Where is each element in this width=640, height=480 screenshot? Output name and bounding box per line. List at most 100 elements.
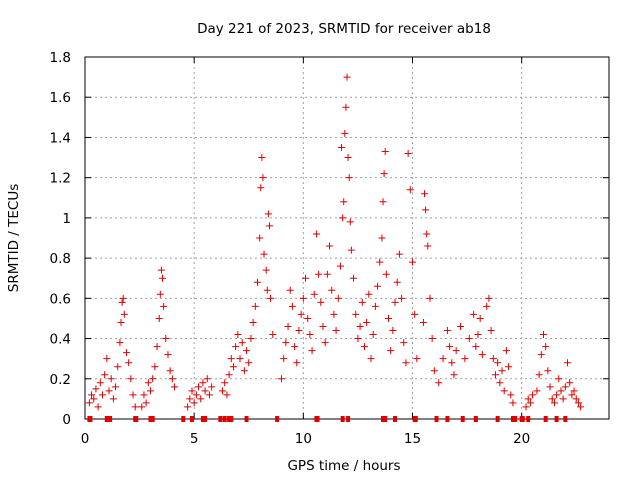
data-point — [379, 198, 387, 206]
data-point-zero — [150, 416, 155, 422]
data-point — [546, 383, 554, 391]
data-point — [332, 327, 340, 335]
y-tick-label: 1.8 — [50, 50, 71, 66]
data-point — [557, 387, 565, 395]
data-point — [144, 379, 152, 387]
data-point — [249, 318, 257, 326]
data-point — [424, 242, 432, 250]
data-point — [566, 379, 574, 387]
data-point — [561, 383, 569, 391]
data-point-zero — [413, 416, 418, 422]
data-point — [502, 347, 510, 355]
y-tick-label: 1.6 — [50, 90, 71, 106]
data-point — [147, 387, 154, 395]
data-point — [358, 298, 366, 306]
data-point — [526, 399, 534, 407]
data-point — [323, 270, 331, 278]
data-point — [395, 250, 403, 258]
data-point-zero — [222, 416, 227, 422]
data-point — [489, 355, 497, 363]
data-point — [140, 391, 148, 399]
data-point — [295, 327, 303, 335]
data-point — [168, 375, 176, 383]
data-point — [112, 383, 120, 391]
data-point — [426, 294, 434, 302]
data-point — [240, 367, 248, 375]
data-point-zero — [148, 416, 153, 422]
data-point — [304, 314, 312, 322]
data-point — [118, 298, 126, 306]
data-point-zero — [434, 416, 439, 422]
data-point — [166, 367, 174, 375]
data-point-zero — [275, 416, 280, 422]
data-point-zero — [445, 416, 450, 422]
data-point — [138, 403, 146, 411]
data-point — [85, 399, 93, 407]
data-point — [341, 129, 349, 137]
data-point — [461, 355, 469, 363]
data-point — [317, 298, 325, 306]
data-point — [203, 375, 211, 383]
data-point — [572, 395, 580, 403]
data-point — [491, 371, 499, 379]
data-point — [540, 331, 547, 339]
data-point — [450, 371, 458, 379]
data-point — [125, 359, 133, 367]
data-point — [90, 395, 98, 403]
data-point-zero — [520, 416, 525, 422]
data-point — [505, 363, 513, 371]
data-point — [389, 327, 397, 335]
data-point — [256, 234, 264, 242]
data-point — [356, 322, 364, 330]
data-point — [365, 290, 373, 298]
data-point — [570, 387, 578, 395]
x-tick-label: 20 — [513, 431, 530, 447]
data-point — [127, 375, 135, 383]
data-point — [122, 349, 130, 357]
data-point — [487, 327, 495, 335]
data-point-zero — [460, 416, 465, 422]
data-point — [574, 399, 582, 407]
data-point — [413, 355, 421, 363]
data-point — [360, 343, 368, 351]
data-point — [299, 294, 307, 302]
data-point — [568, 391, 576, 399]
data-point — [338, 144, 346, 151]
data-point — [208, 383, 216, 391]
data-point — [411, 310, 419, 318]
data-point — [529, 391, 537, 399]
x-axis-label: GPS time / hours — [287, 458, 400, 474]
data-point — [190, 399, 198, 407]
data-point-zero — [383, 416, 388, 422]
data-point-zero — [513, 416, 518, 422]
data-point — [542, 343, 550, 351]
data-point — [98, 391, 106, 399]
data-point — [101, 371, 109, 379]
data-point — [88, 391, 96, 399]
data-point — [548, 395, 556, 403]
data-point — [328, 286, 336, 294]
data-point — [553, 391, 561, 399]
data-point — [340, 198, 348, 206]
data-point — [371, 302, 379, 310]
data-point — [109, 395, 117, 403]
data-point — [446, 343, 454, 351]
data-point — [564, 359, 572, 367]
data-point — [199, 379, 207, 387]
data-point-zero — [181, 416, 186, 422]
data-point — [269, 331, 277, 339]
data-point — [117, 318, 125, 326]
data-point — [159, 274, 167, 282]
data-point-zero — [88, 416, 93, 422]
data-point — [259, 174, 267, 182]
data-point — [258, 154, 266, 162]
data-point — [219, 387, 227, 395]
data-point-zero — [203, 416, 208, 422]
data-point-zero — [346, 416, 351, 422]
data-point — [225, 371, 233, 379]
data-point — [550, 399, 558, 407]
data-point — [221, 379, 229, 387]
data-point — [114, 363, 122, 371]
grid-lines — [85, 57, 609, 419]
data-point — [352, 310, 360, 318]
